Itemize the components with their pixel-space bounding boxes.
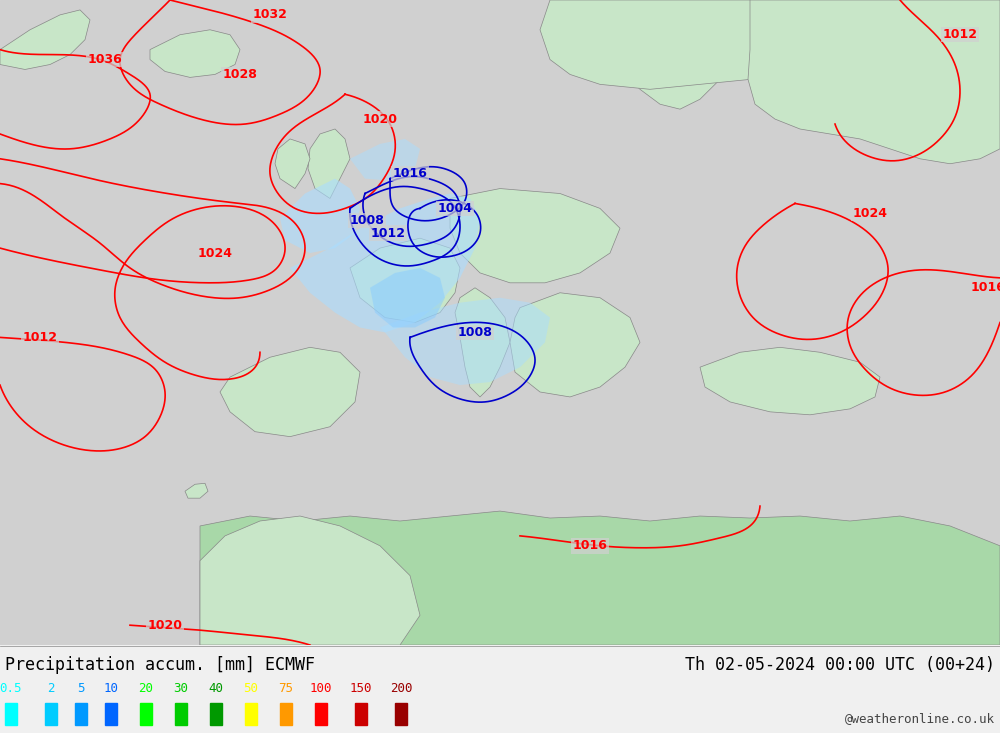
Bar	[140, 703, 152, 725]
Bar	[355, 703, 367, 725]
Text: 2: 2	[47, 682, 55, 695]
Text: 40: 40	[208, 682, 224, 695]
Text: 0.5: 0.5	[0, 682, 22, 695]
Text: Th 02-05-2024 00:00 UTC (00+24): Th 02-05-2024 00:00 UTC (00+24)	[685, 656, 995, 674]
Text: 100: 100	[310, 682, 332, 695]
Bar	[245, 703, 257, 725]
Bar	[75, 703, 87, 725]
Polygon shape	[0, 10, 90, 70]
Text: 200: 200	[390, 682, 412, 695]
Polygon shape	[350, 139, 420, 180]
Polygon shape	[350, 238, 460, 323]
Text: 1004: 1004	[438, 202, 473, 215]
Bar	[175, 703, 187, 725]
Text: 1036: 1036	[88, 53, 122, 66]
Bar	[315, 703, 327, 725]
Text: 1020: 1020	[362, 113, 398, 125]
Text: 5: 5	[77, 682, 85, 695]
Bar	[395, 703, 407, 725]
Bar	[45, 703, 57, 725]
Polygon shape	[380, 298, 550, 385]
Text: 30: 30	[174, 682, 188, 695]
Polygon shape	[200, 511, 1000, 645]
Polygon shape	[455, 288, 510, 397]
Text: 50: 50	[244, 682, 258, 695]
Polygon shape	[280, 179, 360, 253]
Text: 1012: 1012	[22, 331, 58, 344]
Text: 75: 75	[278, 682, 294, 695]
Polygon shape	[275, 139, 310, 188]
Text: 1016: 1016	[393, 167, 427, 180]
Polygon shape	[308, 129, 350, 199]
Polygon shape	[220, 347, 360, 437]
Bar	[210, 703, 222, 725]
Text: 1008: 1008	[350, 214, 384, 226]
Polygon shape	[450, 188, 620, 283]
Polygon shape	[150, 30, 240, 78]
Text: Precipitation accum. [mm] ECMWF: Precipitation accum. [mm] ECMWF	[5, 656, 315, 674]
Text: 1016: 1016	[971, 281, 1000, 294]
Polygon shape	[200, 516, 420, 645]
Bar	[5, 703, 17, 725]
Text: 1024: 1024	[852, 207, 888, 220]
Text: 1028: 1028	[223, 68, 257, 81]
Polygon shape	[748, 0, 1000, 163]
Text: 1020: 1020	[148, 619, 182, 632]
Bar	[280, 703, 292, 725]
Polygon shape	[290, 194, 480, 333]
Polygon shape	[540, 0, 1000, 95]
Text: 1012: 1012	[942, 29, 978, 41]
Bar	[105, 703, 117, 725]
Text: 1032: 1032	[253, 8, 287, 21]
Text: 1016: 1016	[573, 539, 607, 552]
Text: 10: 10	[104, 682, 119, 695]
Text: 1024: 1024	[198, 246, 232, 259]
Text: 150: 150	[350, 682, 372, 695]
Polygon shape	[370, 268, 445, 328]
Polygon shape	[185, 483, 208, 498]
Polygon shape	[510, 292, 640, 397]
Polygon shape	[600, 0, 730, 109]
Polygon shape	[700, 347, 880, 415]
Text: 1008: 1008	[458, 326, 492, 339]
Text: 20: 20	[138, 682, 154, 695]
Text: 1012: 1012	[370, 226, 406, 240]
Text: @weatheronline.co.uk: @weatheronline.co.uk	[845, 712, 995, 725]
